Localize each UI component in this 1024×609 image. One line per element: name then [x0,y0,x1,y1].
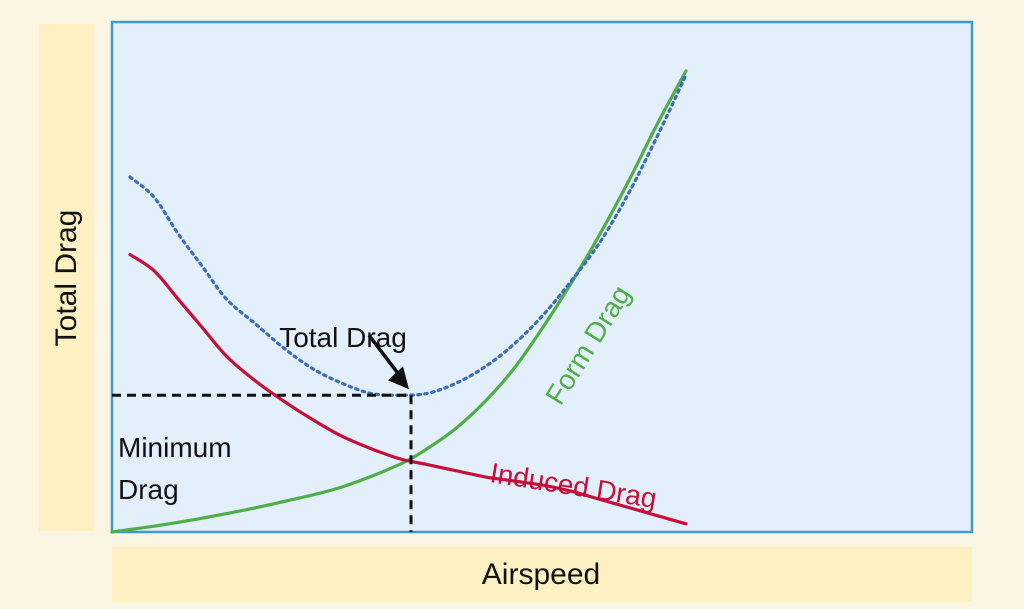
total-drag-label: Total Drag [279,322,407,353]
series-line-form-drag [110,69,688,534]
minimum-drag-label-line2: Drag [118,474,179,505]
total-drag-arrow-head [388,366,409,390]
xlabel-band [112,547,972,602]
plot-area [110,20,974,534]
series-line-induced-drag [128,252,688,526]
y-axis-label: Total Drag [50,210,83,347]
x-axis-label: Airspeed [482,558,600,591]
total-drag-arrow-shaft [367,334,403,379]
minimum-drag-label-line1: Minimum [118,432,232,463]
ylabel-band [39,24,94,531]
marker-layer [112,334,413,532]
